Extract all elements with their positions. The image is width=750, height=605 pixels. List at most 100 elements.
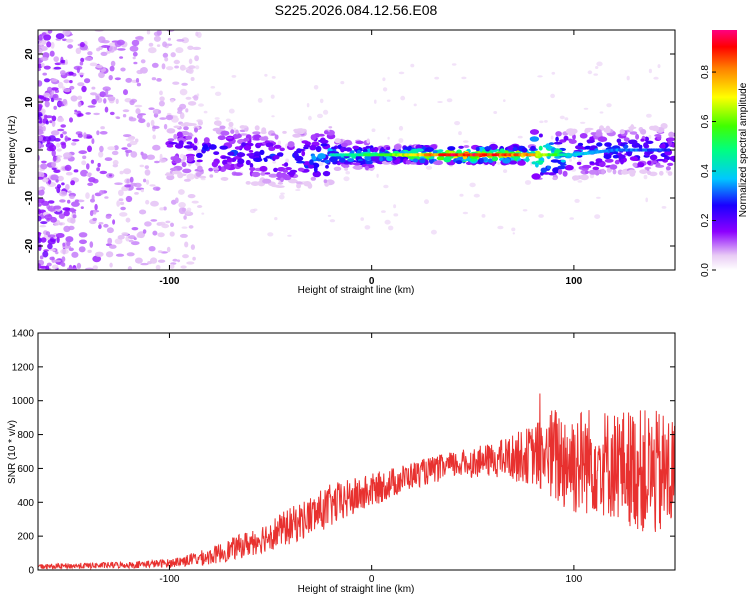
heatmap-speckle	[47, 30, 53, 34]
heatmap-cell	[555, 136, 559, 142]
heatmap-speckle	[92, 178, 99, 184]
heatmap-cell	[183, 126, 189, 131]
snr-ytick-label: 0	[28, 566, 34, 577]
heatmap-cell	[259, 136, 269, 141]
heatmap-speckle	[413, 103, 417, 107]
heatmap-speckle	[172, 81, 180, 85]
heatmap-speckle	[43, 97, 50, 102]
heatmap-speckle	[166, 246, 171, 253]
heatmap-speckle	[121, 232, 129, 236]
heatmap-cell	[286, 171, 296, 176]
snr-plot-area	[38, 393, 675, 570]
snr-series-line	[38, 393, 675, 570]
heatmap-speckle	[381, 210, 386, 213]
heatmap-speckle	[38, 113, 43, 117]
heatmap-speckle	[155, 264, 161, 270]
heatmap-cell	[502, 158, 511, 164]
heatmap-speckle	[184, 241, 189, 248]
heatmap-cell	[198, 175, 207, 179]
heatmap-cell	[177, 131, 183, 138]
heatmap-speckle	[128, 117, 137, 122]
heatmap-cell	[595, 158, 603, 163]
heatmap-cell	[196, 152, 203, 158]
heatmap-speckle	[77, 113, 84, 117]
heatmap-speckle	[95, 95, 100, 101]
heatmap-cell	[263, 158, 268, 163]
heatmap-cell	[456, 149, 462, 155]
heatmap-speckle	[38, 208, 41, 215]
heatmap-cell	[576, 161, 582, 166]
heatmap-cell	[243, 137, 250, 142]
heatmap-speckle	[60, 59, 66, 64]
heatmap-speckle	[62, 98, 68, 105]
heatmap-speckle	[165, 220, 171, 224]
heatmap-cell	[222, 177, 228, 181]
heatmap-cell	[437, 149, 444, 153]
heatmap-speckle	[105, 88, 109, 96]
heatmap-cell	[309, 159, 314, 165]
heatmap-cell	[640, 138, 645, 142]
heatmap-speckle	[38, 67, 42, 72]
heatmap-cell	[665, 166, 671, 171]
heatmap-cell	[475, 146, 480, 152]
heatmap-cell	[260, 172, 266, 176]
snr-ytick-label: 800	[17, 430, 34, 441]
heatmap-speckle	[227, 126, 234, 130]
heatmap-cell	[310, 134, 317, 141]
heatmap-speckle	[166, 174, 175, 181]
heatmap-speckle	[463, 140, 469, 143]
heatmap-speckle	[123, 168, 132, 175]
heatmap-speckle	[152, 125, 160, 129]
heatmap-speckle	[70, 217, 76, 224]
heatmap-speckle	[512, 232, 515, 235]
heatmap-cell	[584, 170, 589, 174]
heatmap-speckle	[45, 265, 50, 270]
spectrogram-ylabel: Frequency (Hz)	[7, 116, 18, 185]
heatmap-speckle	[59, 199, 66, 203]
heatmap-speckle	[126, 179, 130, 184]
heatmap-cell	[620, 142, 625, 147]
heatmap-cell	[237, 158, 245, 165]
heatmap-cell	[586, 139, 595, 144]
heatmap-speckle	[38, 105, 43, 110]
heatmap-cell	[643, 142, 649, 149]
heatmap-cell	[584, 129, 591, 133]
heatmap-speckle	[45, 120, 49, 125]
heatmap-speckle	[103, 223, 109, 228]
heatmap-speckle	[159, 221, 166, 226]
heatmap-cell	[233, 172, 243, 176]
heatmap-speckle	[123, 134, 132, 138]
heatmap-speckle	[163, 123, 168, 130]
heatmap-speckle	[120, 206, 126, 211]
heatmap-speckle	[156, 78, 162, 82]
heatmap-cell	[393, 144, 402, 150]
heatmap-speckle	[59, 222, 63, 226]
heatmap-cell	[577, 142, 584, 147]
heatmap-speckle	[393, 213, 399, 217]
heatmap-cell	[228, 121, 234, 127]
heatmap-speckle	[69, 80, 73, 84]
heatmap-speckle	[38, 215, 42, 222]
heatmap-speckle	[129, 99, 135, 106]
heatmap-speckle	[300, 138, 303, 142]
heatmap-speckle	[58, 213, 65, 220]
heatmap-speckle	[481, 214, 486, 218]
heatmap-speckle	[503, 99, 506, 102]
heatmap-speckle	[148, 47, 157, 54]
heatmap-cell	[499, 148, 505, 153]
heatmap-cell	[628, 125, 634, 132]
heatmap-speckle	[340, 81, 345, 85]
heatmap-speckle	[195, 161, 199, 166]
heatmap-cell	[227, 151, 235, 156]
heatmap-speckle	[139, 164, 145, 168]
colorbar: 0.0 0.2 0.4 0.6 0.8 Normalized spectral ampl…	[700, 30, 749, 277]
heatmap-speckle	[91, 86, 96, 90]
heatmap-cell	[385, 146, 391, 151]
heatmap-cell	[540, 167, 547, 173]
heatmap-speckle	[119, 212, 128, 217]
heatmap-speckle	[144, 169, 151, 176]
heatmap-speckle	[53, 105, 57, 110]
heatmap-cell	[172, 170, 182, 175]
heatmap-speckle	[109, 244, 117, 249]
